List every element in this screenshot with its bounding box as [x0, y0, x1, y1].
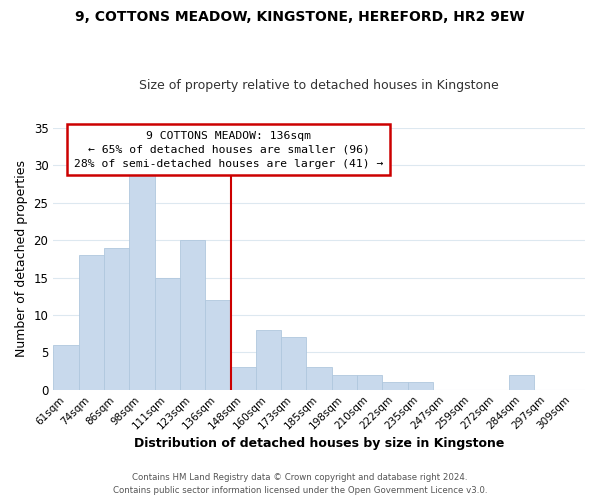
Bar	[205, 300, 230, 390]
Bar	[104, 248, 129, 390]
Bar	[332, 375, 357, 390]
Title: Size of property relative to detached houses in Kingstone: Size of property relative to detached ho…	[139, 79, 499, 92]
Text: Contains HM Land Registry data © Crown copyright and database right 2024.
Contai: Contains HM Land Registry data © Crown c…	[113, 474, 487, 495]
Bar	[509, 375, 535, 390]
Bar	[53, 345, 79, 390]
Bar	[155, 278, 180, 390]
Bar	[357, 375, 382, 390]
Text: 9 COTTONS MEADOW: 136sqm
← 65% of detached houses are smaller (96)
28% of semi-d: 9 COTTONS MEADOW: 136sqm ← 65% of detach…	[74, 130, 383, 168]
Bar	[256, 330, 281, 390]
Bar	[281, 338, 307, 390]
Bar	[129, 173, 155, 390]
Text: 9, COTTONS MEADOW, KINGSTONE, HEREFORD, HR2 9EW: 9, COTTONS MEADOW, KINGSTONE, HEREFORD, …	[75, 10, 525, 24]
Bar	[382, 382, 408, 390]
Y-axis label: Number of detached properties: Number of detached properties	[15, 160, 28, 358]
X-axis label: Distribution of detached houses by size in Kingstone: Distribution of detached houses by size …	[134, 437, 505, 450]
Bar	[79, 255, 104, 390]
Bar	[180, 240, 205, 390]
Bar	[230, 368, 256, 390]
Bar	[408, 382, 433, 390]
Bar	[307, 368, 332, 390]
